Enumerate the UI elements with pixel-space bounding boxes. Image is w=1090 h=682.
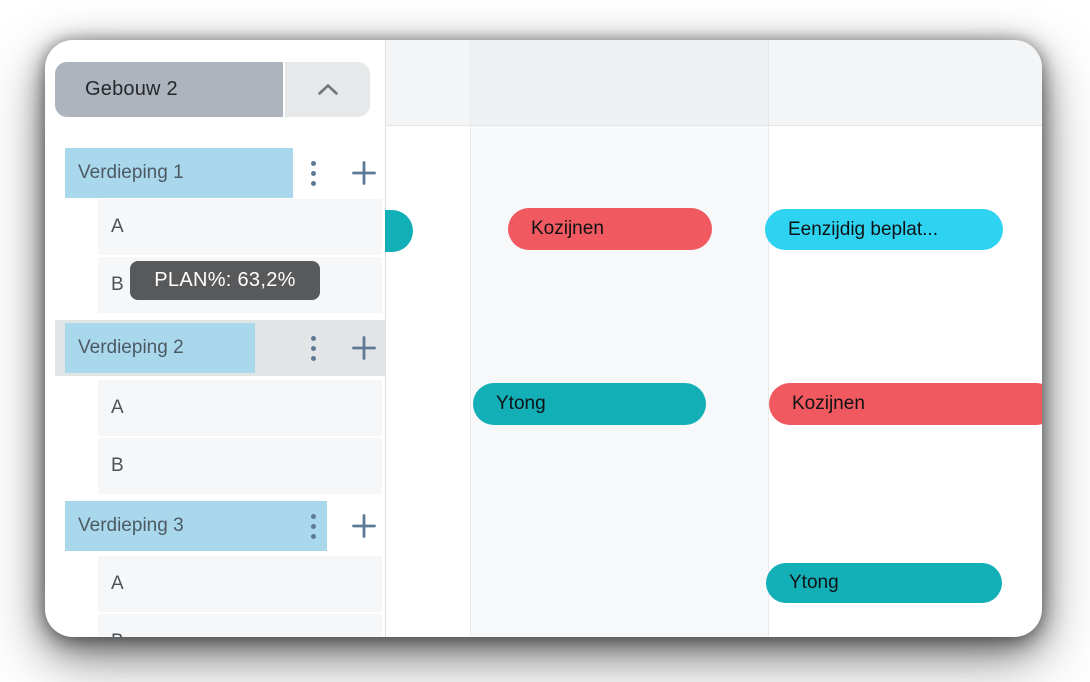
timeline-column-divider-2 xyxy=(768,40,769,637)
timeline-middle-column-shade xyxy=(470,126,768,637)
kebab-menu-icon[interactable] xyxy=(307,332,320,365)
building-header-label-block[interactable]: Gebouw 2 xyxy=(55,62,283,117)
timeline-column-divider-1 xyxy=(470,40,471,637)
timeline-header-middle-column xyxy=(470,40,768,125)
task-pill-clipped[interactable] xyxy=(385,210,413,252)
task-pill-label: Ytong xyxy=(496,393,546,414)
floor-group-verdieping-3: Verdieping 3 xyxy=(45,498,385,554)
task-pill-kozijnen-2[interactable]: Kozijnen xyxy=(769,383,1042,425)
task-pill-kozijnen-1[interactable]: Kozijnen xyxy=(508,208,712,250)
floor-actions xyxy=(301,145,385,201)
task-pill-label: Eenzijdig beplat... xyxy=(788,218,938,240)
floor-actions xyxy=(301,498,385,554)
sidebar-divider xyxy=(385,40,386,637)
building-collapse-button[interactable] xyxy=(285,62,370,117)
plus-icon[interactable] xyxy=(349,158,379,188)
unit-row-v3-b[interactable]: B xyxy=(98,614,382,637)
unit-row-label: B xyxy=(111,631,124,637)
floor-label-text: Verdieping 2 xyxy=(78,337,184,358)
building-title: Gebouw 2 xyxy=(85,78,178,100)
plus-icon[interactable] xyxy=(349,511,379,541)
floor-actions xyxy=(301,320,385,376)
task-pill-eenzijdig-beplat[interactable]: Eenzijdig beplat... xyxy=(765,209,1003,250)
chevron-up-icon xyxy=(317,83,339,96)
floor-label-verdieping-1[interactable]: Verdieping 1 xyxy=(65,148,293,198)
task-pill-label: Ytong xyxy=(789,572,839,593)
sidebar: Gebouw 2 Verdieping 1 xyxy=(45,40,385,637)
unit-row-label: B xyxy=(111,274,124,295)
planning-board-card: Gebouw 2 Verdieping 1 xyxy=(45,40,1042,637)
floor-label-verdieping-3[interactable]: Verdieping 3 xyxy=(65,501,327,551)
floor-label-text: Verdieping 3 xyxy=(78,515,184,536)
plan-percentage-tooltip: PLAN%: 63,2% xyxy=(130,261,320,300)
kebab-menu-icon[interactable] xyxy=(307,157,320,190)
unit-row-v1-a[interactable]: A xyxy=(98,199,382,255)
unit-row-label: A xyxy=(111,397,124,418)
unit-row-v2-b[interactable]: B xyxy=(98,438,382,494)
task-pill-label: Kozijnen xyxy=(792,393,865,414)
kebab-menu-icon[interactable] xyxy=(307,510,320,543)
floor-group-verdieping-1: Verdieping 1 xyxy=(45,145,385,201)
building-header: Gebouw 2 xyxy=(55,62,370,117)
unit-row-label: A xyxy=(111,216,124,237)
unit-row-label: B xyxy=(111,455,124,476)
unit-row-v2-a[interactable]: A xyxy=(98,380,382,436)
task-pill-ytong-2[interactable]: Ytong xyxy=(766,563,1002,603)
unit-row-label: A xyxy=(111,573,124,594)
floor-label-text: Verdieping 1 xyxy=(78,162,184,183)
task-pill-label: Kozijnen xyxy=(531,218,604,239)
unit-row-v3-a[interactable]: A xyxy=(98,556,382,612)
tooltip-text: PLAN%: 63,2% xyxy=(154,269,296,291)
task-pill-ytong-1[interactable]: Ytong xyxy=(473,383,706,425)
floor-group-verdieping-2: Verdieping 2 xyxy=(45,320,385,376)
floor-label-verdieping-2[interactable]: Verdieping 2 xyxy=(65,323,255,373)
plus-icon[interactable] xyxy=(349,333,379,363)
